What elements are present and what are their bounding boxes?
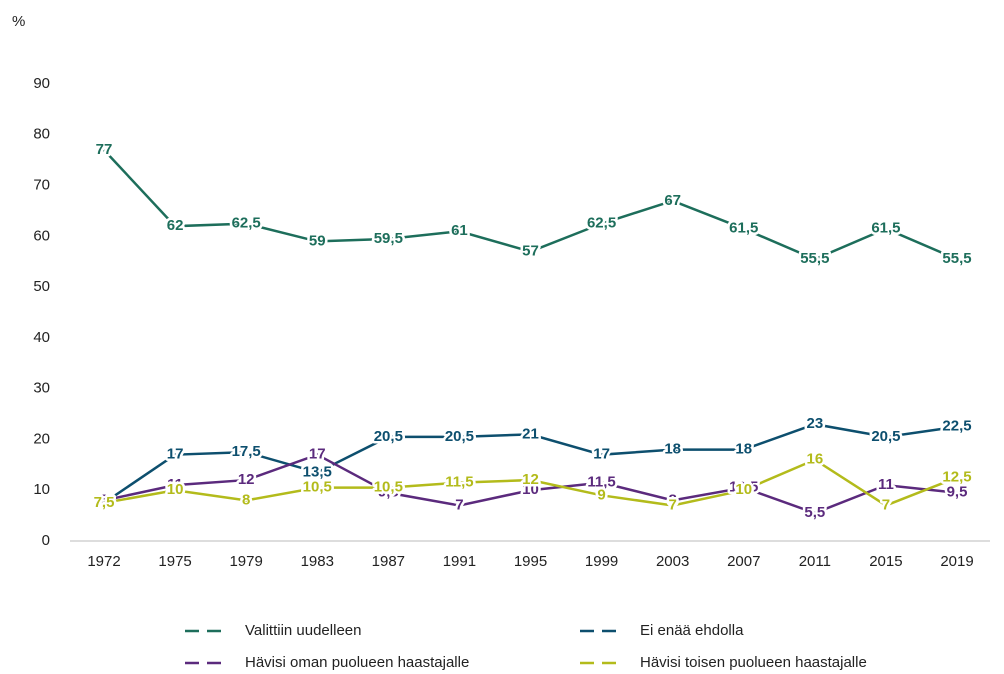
- data-label: 12: [238, 471, 255, 488]
- y-tick-label: 40: [33, 329, 50, 346]
- data-label: 7,5: [94, 494, 115, 511]
- data-label: 57: [522, 243, 539, 260]
- data-label: 17: [309, 446, 326, 463]
- data-label: 61: [451, 222, 468, 239]
- data-label: 8: [100, 491, 108, 508]
- data-label: 55,5: [942, 250, 971, 267]
- data-label: 7: [455, 496, 463, 513]
- data-label: 9,5: [378, 484, 399, 501]
- series-line: [103, 422, 958, 504]
- x-tick-label: 1975: [158, 553, 191, 570]
- data-label: 7,5: [94, 494, 115, 511]
- legend-label: Hävisi toisen puolueen haastajalle: [640, 654, 867, 671]
- x-tick-label: 1972: [87, 553, 120, 570]
- legend-label: Hävisi oman puolueen haastajalle: [245, 654, 469, 671]
- data-label: 10,5: [303, 479, 332, 496]
- data-label: 77: [96, 141, 113, 158]
- x-tick-label: 1987: [372, 553, 405, 570]
- data-label: 13,5: [303, 463, 332, 480]
- legend-label: Valittiin uudelleen: [245, 622, 361, 639]
- data-label: 22,5: [942, 418, 971, 435]
- data-label: 16: [806, 451, 823, 468]
- y-tick-label: 90: [33, 75, 50, 92]
- x-tick-label: 1999: [585, 553, 618, 570]
- x-tick-label: 1995: [514, 553, 547, 570]
- data-label: 7: [668, 496, 676, 513]
- data-label: 20,5: [871, 428, 900, 445]
- data-label: 10: [522, 481, 539, 498]
- y-tick-label: 60: [33, 227, 50, 244]
- data-label: 10: [735, 481, 752, 498]
- data-label: 61,5: [871, 220, 900, 237]
- data-label: 21: [522, 425, 539, 442]
- data-label: 23: [806, 415, 823, 432]
- y-tick-label: 20: [33, 430, 50, 447]
- x-tick-label: 1979: [229, 553, 262, 570]
- data-label: 10,5: [374, 479, 403, 496]
- y-tick-label: 70: [33, 177, 50, 194]
- legend-label: Ei enää ehdolla: [640, 622, 744, 639]
- data-label: 12,5: [942, 468, 971, 485]
- data-label: 59,5: [374, 230, 403, 247]
- x-tick-label: 2015: [869, 553, 902, 570]
- data-label: 20,5: [445, 428, 474, 445]
- data-label: 18: [735, 441, 752, 458]
- data-label: 67: [664, 192, 681, 209]
- data-label: 55,5: [800, 250, 829, 267]
- data-label: 11,5: [445, 474, 473, 491]
- data-label: 62,5: [587, 215, 616, 232]
- data-label: 11,5: [587, 474, 615, 491]
- y-tick-label: 10: [33, 481, 50, 498]
- x-tick-label: 1983: [301, 553, 334, 570]
- data-label: 10,5: [729, 479, 758, 496]
- data-label: 5,5: [804, 504, 825, 521]
- data-label: 10: [167, 481, 184, 498]
- series-line: [103, 453, 958, 515]
- series-line: [103, 458, 958, 507]
- data-label: 59: [309, 232, 326, 249]
- data-label: 9: [597, 486, 605, 503]
- data-label: 8: [242, 491, 250, 508]
- x-tick-label: 1991: [443, 553, 476, 570]
- x-tick-label: 2011: [799, 553, 831, 570]
- data-label: 18: [664, 441, 681, 458]
- x-tick-label: 2019: [940, 553, 973, 570]
- data-label: 20,5: [374, 428, 403, 445]
- y-tick-label: 80: [33, 126, 50, 143]
- data-label: 7: [882, 496, 890, 513]
- data-label: 8: [668, 491, 676, 508]
- data-label: 17: [167, 446, 184, 463]
- series-line: [103, 149, 958, 261]
- data-label: 11: [167, 476, 183, 493]
- data-label: 62: [167, 217, 184, 234]
- y-tick-label: 0: [42, 532, 50, 549]
- data-label: 17,5: [232, 443, 261, 460]
- x-tick-label: 2007: [727, 553, 760, 570]
- data-label: 62,5: [232, 215, 261, 232]
- data-label: 61,5: [729, 220, 758, 237]
- data-label: 12: [522, 471, 539, 488]
- data-label: 9,5: [947, 484, 968, 501]
- x-tick-label: 2003: [656, 553, 689, 570]
- data-label: 17: [593, 446, 610, 463]
- y-tick-label: 50: [33, 278, 50, 295]
- data-label: 11: [878, 476, 894, 493]
- y-tick-label: 30: [33, 380, 50, 397]
- y-axis-label: %: [12, 13, 25, 30]
